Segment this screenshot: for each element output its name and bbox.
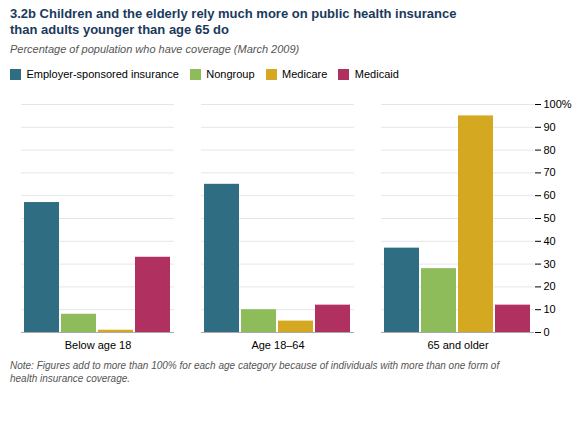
html-text:Medicaid: Medicaid [354,68,399,80]
svg-text:Below age 18: Below age 18 [65,339,132,351]
svg-text:65 and older: 65 and older [427,339,488,351]
svg-text:10: 10 [544,303,556,315]
svg-text:50: 50 [544,212,556,224]
html-text:Medicare: Medicare [282,68,328,80]
svg-text:90: 90 [544,121,556,133]
svg-text:20: 20 [544,280,556,292]
svg-text:0: 0 [544,326,550,338]
svg-text:40: 40 [544,235,556,247]
svg-text:Age 18–64: Age 18–64 [251,339,304,351]
html-text:3.2b Children and the elderly: 3.2b Children and the elderly rely much … [10,6,457,38]
svg-text:100%: 100% [544,98,572,110]
svg-text:70: 70 [544,166,556,178]
html-text:Note: Figures add to more than: Note: Figures add to more than 100% for … [10,360,500,384]
svg-text:80: 80 [544,144,556,156]
html-text:Employer-sponsored insurance: Employer-sponsored insurance [26,68,179,80]
html-text:Nongroup: Nongroup [206,68,255,80]
svg-text:30: 30 [544,258,556,270]
svg-text:60: 60 [544,189,556,201]
html-text:Percentage of population who h: Percentage of population who have covera… [10,42,300,55]
